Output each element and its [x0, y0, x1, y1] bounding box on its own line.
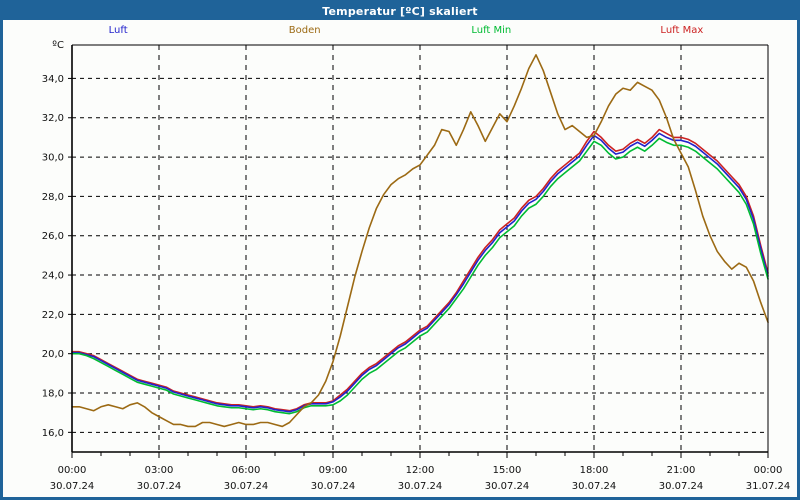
series-line-luft-max	[71, 128, 769, 412]
x-tick-date-7: 30.07.24	[659, 481, 704, 492]
plot-area-container: 34,0 32,0 30,0 28,0 26,0 24,0 22,0 20,0 18,0 16,0…	[3, 3, 797, 497]
series-line-boden	[71, 54, 769, 428]
x-tick-date-0: 30.07.24	[50, 481, 95, 492]
window-title-bar: Temperatur [ºC] skaliert	[3, 3, 797, 20]
x-tick-time-0: 00:00	[58, 465, 87, 476]
x-tick-date-3: 30.07.24	[311, 481, 356, 492]
x-tick-date-4: 30.07.24	[398, 481, 443, 492]
y-tick-label-1: 32,0	[42, 113, 64, 124]
x-tick-date-6: 30.07.24	[572, 481, 617, 492]
legend-item-boden[interactable]: Boden	[288, 25, 321, 36]
x-tick-time-1: 03:00	[145, 465, 174, 476]
x-tick-date-2: 30.07.24	[224, 481, 269, 492]
x-tick-time-8: 00:00	[754, 465, 783, 476]
y-tick-label-8: 18,0	[42, 389, 64, 400]
legend-item-luft-min[interactable]: Luft Min	[471, 25, 512, 36]
y-tick-label-0: 34,0	[42, 74, 64, 85]
x-tick-time-6: 18:00	[580, 465, 609, 476]
legend-item-luft[interactable]: Luft	[108, 25, 128, 36]
y-tick-label-3: 28,0	[42, 192, 64, 203]
series-line-luft-min	[71, 137, 769, 415]
x-tick-time-4: 12:00	[406, 465, 435, 476]
y-tick-label-6: 22,0	[42, 310, 64, 321]
y-tick-label-4: 26,0	[42, 231, 64, 242]
series-line-luft	[71, 132, 769, 413]
window-title: Temperatur [ºC] skaliert	[322, 5, 478, 18]
x-tick-date-8: 31.07.24	[746, 481, 791, 492]
y-tick-label-5: 24,0	[42, 271, 64, 282]
temperature-chart: 34,0 32,0 30,0 28,0 26,0 24,0 22,0 20,0 18,0 16,0…	[42, 40, 791, 492]
x-tick-time-5: 15:00	[493, 465, 522, 476]
x-tick-time-7: 21:00	[667, 465, 696, 476]
legend-item-luft-max[interactable]: Luft Max	[660, 25, 704, 36]
y-axis-unit-label: ºC	[52, 40, 64, 51]
x-tick-time-3: 09:00	[319, 465, 348, 476]
y-tick-label-9: 16,0	[42, 428, 64, 439]
x-tick-date-1: 30.07.24	[137, 481, 182, 492]
x-tick-date-5: 30.07.24	[485, 481, 530, 492]
x-tick-time-2: 06:00	[232, 465, 261, 476]
chart-legend: Luft Boden Luft Min Luft Max	[3, 25, 797, 41]
y-tick-label-7: 20,0	[42, 349, 64, 360]
y-tick-label-2: 30,0	[42, 153, 64, 164]
